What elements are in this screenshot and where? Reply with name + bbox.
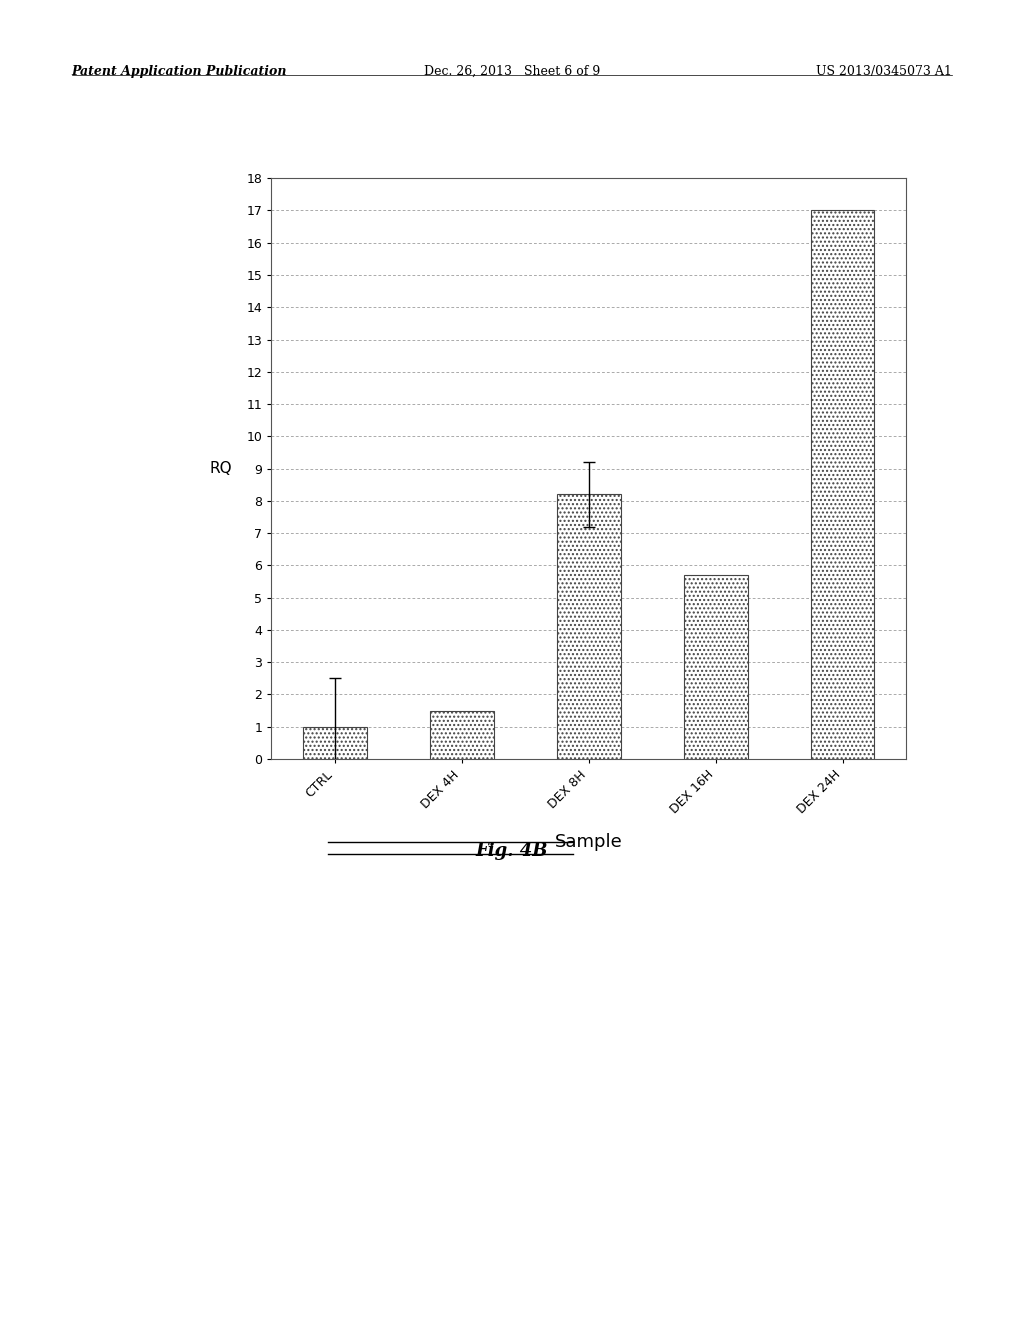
Bar (430, 710, 494, 759)
X-axis label: Sample: Sample (555, 833, 623, 851)
Text: Fig. 4B: Fig. 4B (476, 842, 548, 861)
Bar (303, 727, 367, 759)
Text: US 2013/0345073 A1: US 2013/0345073 A1 (816, 65, 952, 78)
Bar (684, 576, 748, 759)
Text: Patent Application Publication: Patent Application Publication (72, 65, 287, 78)
Y-axis label: RQ: RQ (209, 461, 231, 477)
Bar (557, 495, 621, 759)
Text: Dec. 26, 2013   Sheet 6 of 9: Dec. 26, 2013 Sheet 6 of 9 (424, 65, 600, 78)
Bar (811, 210, 874, 759)
